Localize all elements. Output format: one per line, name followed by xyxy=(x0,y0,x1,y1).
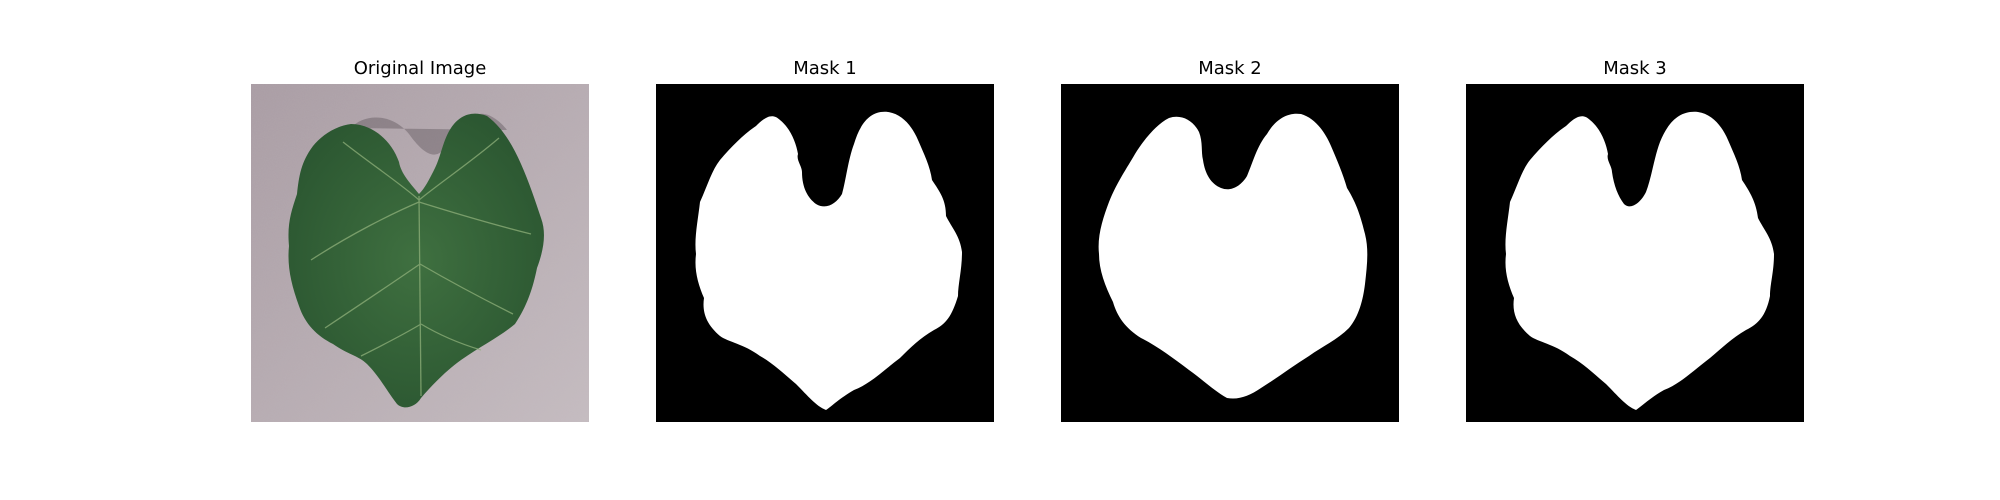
leaf-veins xyxy=(310,137,532,397)
panel-title-mask-2: Mask 2 xyxy=(1198,58,1262,79)
mask-1-image xyxy=(656,84,994,422)
mask-2-image xyxy=(1061,84,1399,422)
mask-1-panel xyxy=(656,84,994,422)
mask-1-leaf-region xyxy=(695,111,962,410)
mask-3-image xyxy=(1466,84,1804,422)
mask-2-panel xyxy=(1061,84,1399,422)
leaf-photo xyxy=(251,84,589,422)
mask-3-notch xyxy=(1611,146,1623,188)
mask-2-leaf-region xyxy=(1098,113,1368,399)
leaf-shape xyxy=(288,113,544,408)
panel-title-mask-3: Mask 3 xyxy=(1603,58,1667,79)
mask-3-panel xyxy=(1466,84,1804,422)
panel-title-original-image: Original Image xyxy=(353,58,487,79)
panel-title-mask-1: Mask 1 xyxy=(793,58,857,79)
original-image-panel xyxy=(251,84,589,422)
mask-3-leaf-region xyxy=(1505,111,1774,410)
